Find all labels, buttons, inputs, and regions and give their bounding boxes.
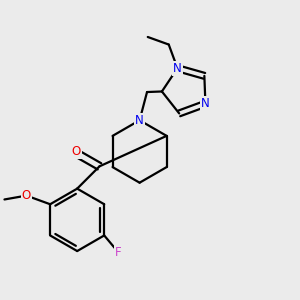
Text: N: N <box>135 114 144 127</box>
Text: N: N <box>173 62 182 75</box>
Text: N: N <box>201 97 210 110</box>
Text: O: O <box>22 189 31 202</box>
Text: O: O <box>72 145 81 158</box>
Text: F: F <box>115 246 122 259</box>
